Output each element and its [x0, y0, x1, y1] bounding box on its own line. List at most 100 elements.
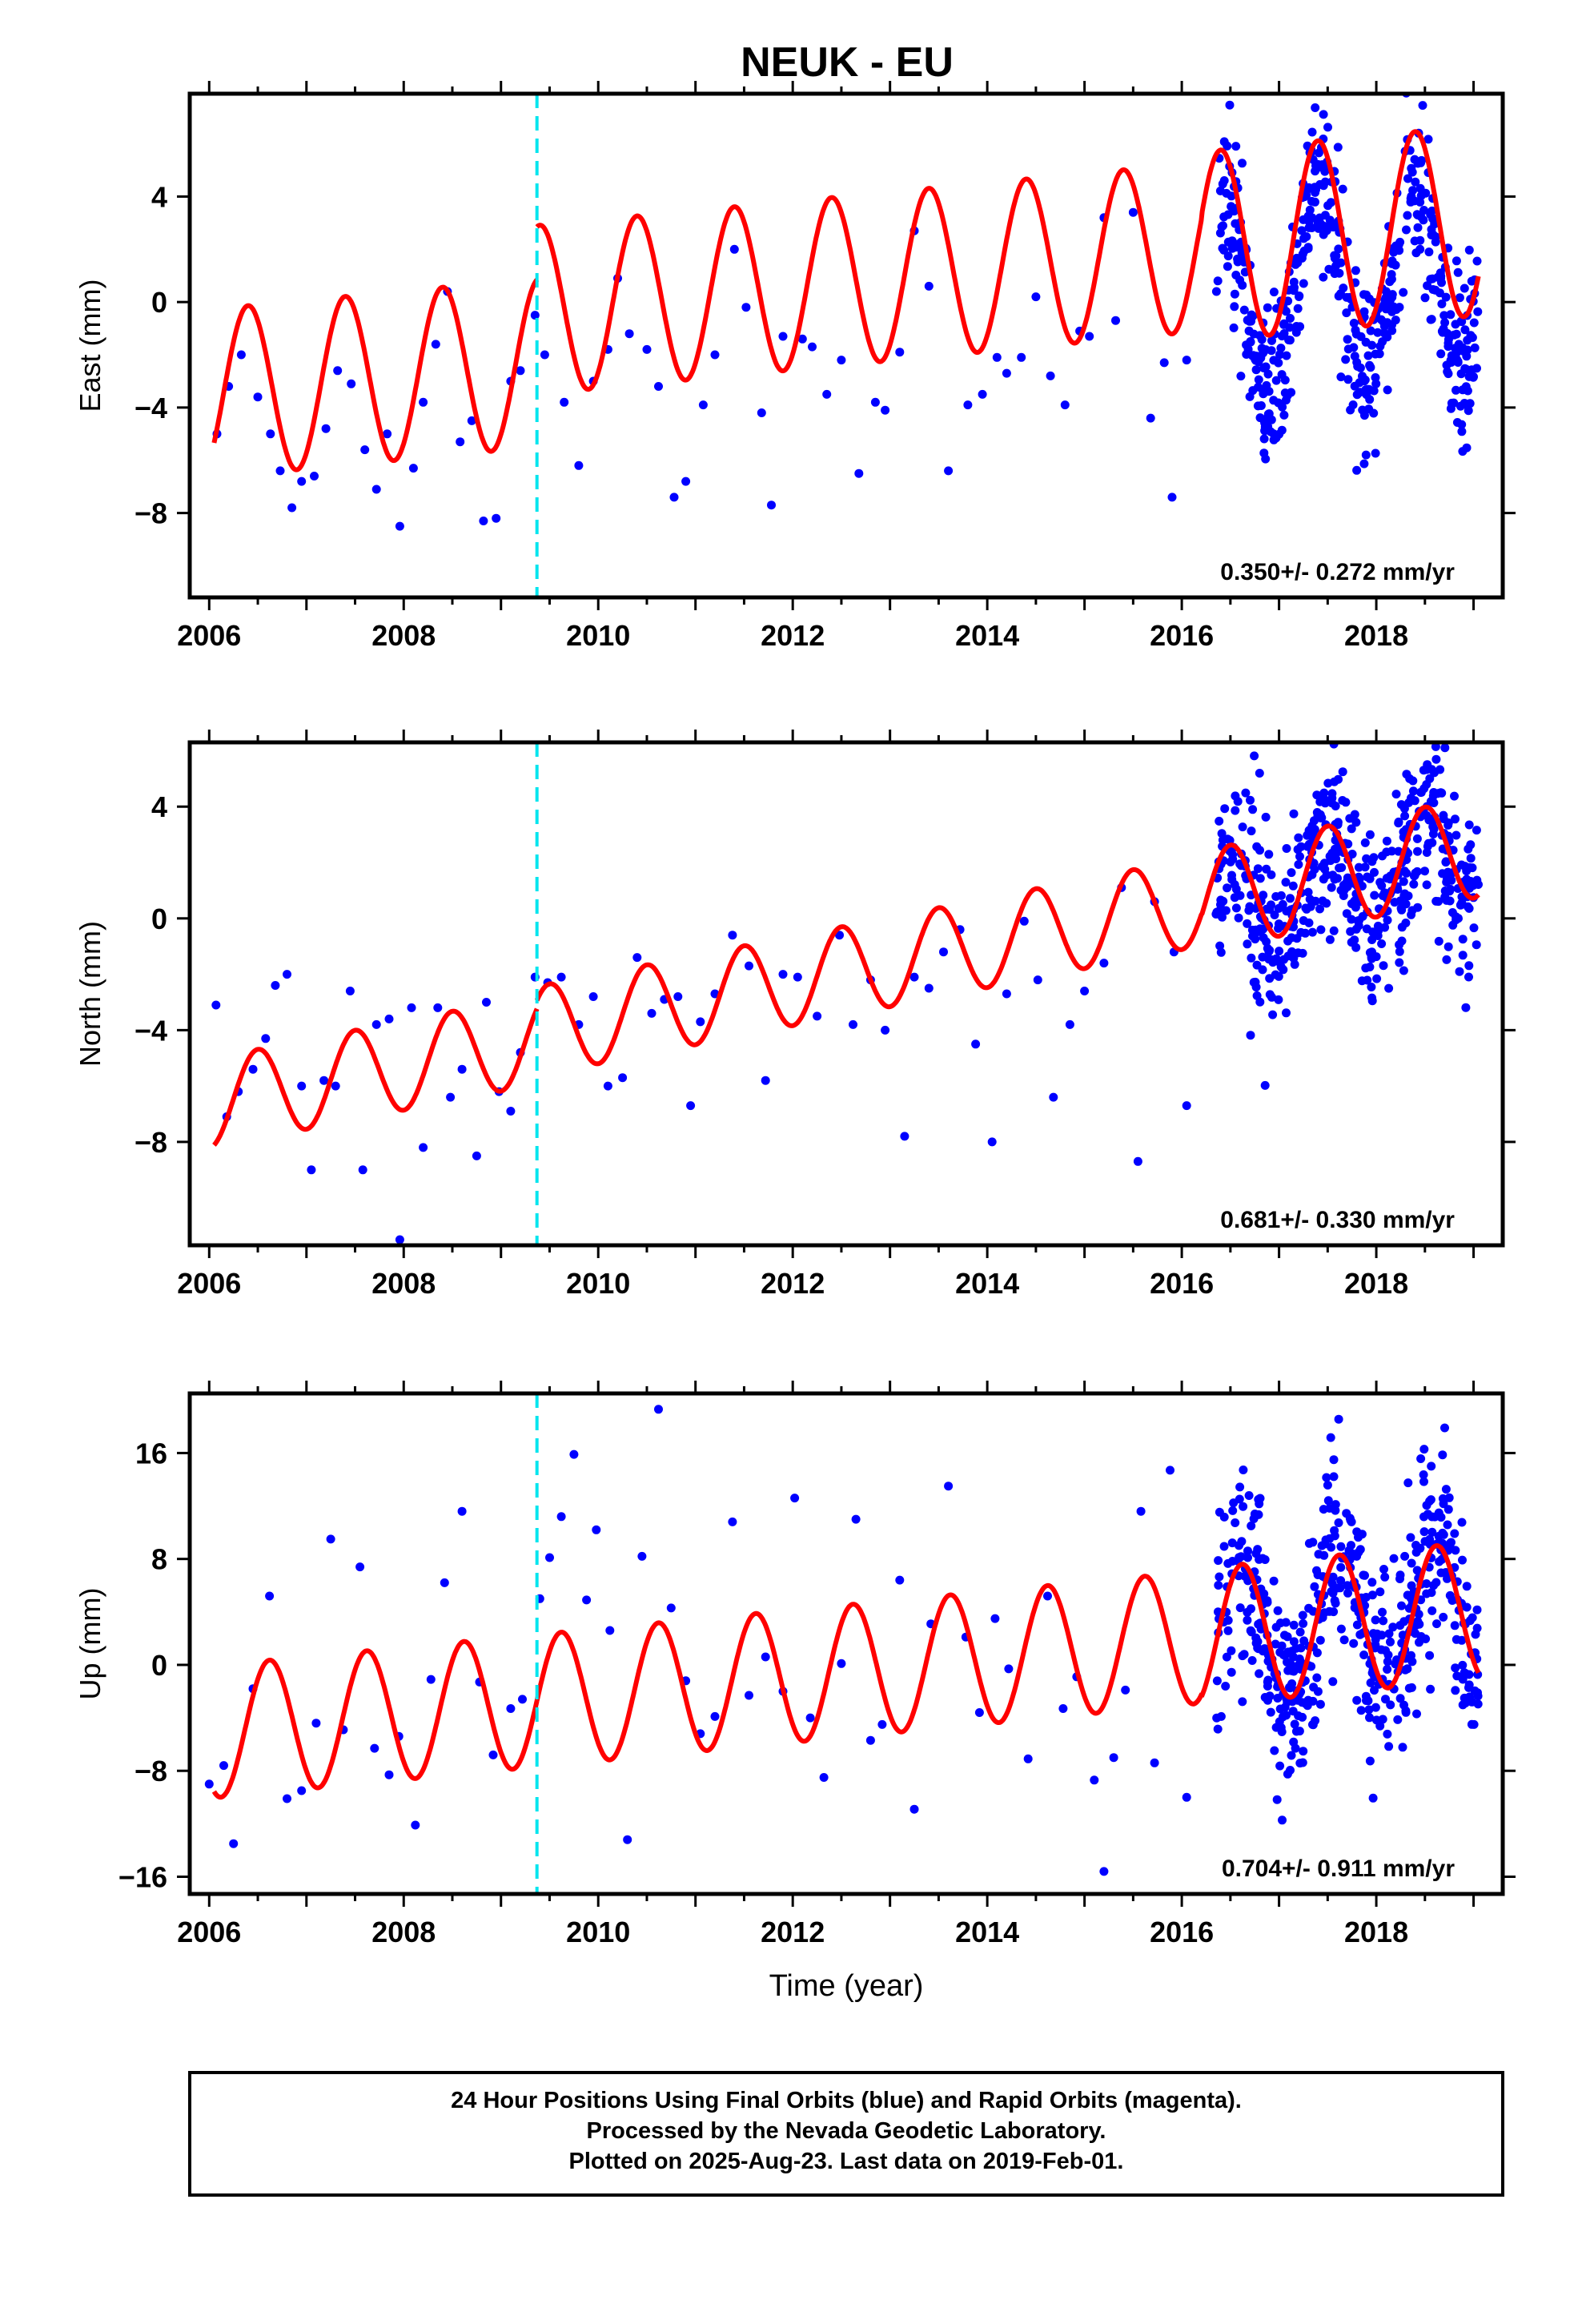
data-point	[1289, 809, 1299, 818]
data-point	[1263, 303, 1272, 312]
data-point	[1387, 256, 1397, 266]
data-point	[1359, 307, 1369, 316]
data-point	[1366, 1678, 1375, 1687]
data-point	[1287, 1751, 1296, 1760]
y-tick-label: 0	[151, 1649, 167, 1682]
data-point	[1391, 316, 1400, 325]
footer-box	[188, 2071, 1504, 2197]
data-point	[1419, 1527, 1429, 1537]
data-point	[545, 1553, 554, 1562]
data-point	[1330, 1531, 1339, 1541]
data-point	[1449, 330, 1459, 340]
data-point	[1407, 1558, 1416, 1568]
data-point	[1282, 351, 1291, 360]
y-tick-label: −8	[135, 497, 167, 530]
data-point	[1269, 287, 1279, 297]
panel-east: 2006 2008 2010 2012 2014 2016 2018 4 0 −4 −8 East (…	[74, 81, 1516, 652]
data-point	[1413, 846, 1422, 856]
data-point	[1150, 1758, 1159, 1767]
data-point	[1215, 816, 1224, 826]
data-point	[1464, 245, 1474, 255]
data-point	[837, 356, 846, 365]
data-point	[1315, 810, 1325, 819]
data-point	[211, 1000, 221, 1010]
data-point	[1411, 1629, 1420, 1638]
data-point	[1279, 410, 1289, 420]
data-point	[1307, 223, 1316, 232]
data-point	[1439, 1612, 1448, 1622]
data-point	[939, 947, 948, 957]
data-point	[1274, 995, 1283, 1004]
data-point	[1330, 251, 1339, 260]
data-point	[1282, 1008, 1291, 1018]
data-point	[345, 987, 355, 995]
data-point	[1233, 797, 1243, 806]
data-point	[1438, 1450, 1447, 1460]
data-point	[1251, 365, 1261, 375]
data-point	[1425, 1651, 1435, 1660]
data-point	[472, 1151, 481, 1160]
data-point	[1430, 768, 1439, 778]
y-tick-label: 8	[151, 1543, 167, 1576]
data-point	[623, 1835, 632, 1844]
data-point	[1434, 936, 1443, 946]
x-tick-label: 2006	[177, 1267, 241, 1300]
data-point	[556, 972, 566, 982]
data-point	[1336, 1542, 1346, 1551]
y-tick-label: −4	[135, 392, 167, 424]
data-point	[261, 1034, 271, 1043]
data-point	[900, 1132, 909, 1141]
data-point	[642, 344, 652, 354]
data-point	[1295, 1759, 1305, 1768]
data-point	[383, 429, 392, 439]
data-point	[1407, 1683, 1416, 1692]
data-point	[1416, 787, 1425, 797]
data-point	[1452, 348, 1461, 358]
data-point	[1279, 329, 1289, 338]
data-point	[1377, 881, 1387, 891]
data-point	[1223, 237, 1233, 247]
data-point	[1415, 235, 1425, 245]
data-point	[1446, 404, 1456, 413]
data-point	[1287, 868, 1296, 878]
data-point	[1243, 1615, 1252, 1625]
data-point	[1443, 1505, 1453, 1514]
data-point	[909, 972, 919, 982]
data-point	[1031, 292, 1041, 302]
data-point	[1264, 850, 1274, 859]
data-point	[1244, 1491, 1254, 1500]
data-point	[1437, 788, 1447, 798]
data-point	[1351, 329, 1361, 339]
data-point	[1402, 868, 1411, 878]
data-point	[1213, 276, 1223, 286]
data-point	[1383, 1657, 1392, 1667]
data-point	[1243, 919, 1252, 928]
data-point	[1136, 1506, 1146, 1516]
data-point	[1347, 824, 1356, 834]
data-point	[1425, 774, 1435, 783]
data-point	[1293, 845, 1303, 854]
data-point	[1310, 1582, 1319, 1591]
data-point	[1380, 1572, 1390, 1582]
data-point	[1410, 196, 1419, 206]
data-point	[1423, 1510, 1432, 1519]
data-point	[1065, 1019, 1074, 1029]
data-point	[1426, 797, 1435, 806]
x-tick-label: 2014	[955, 1267, 1019, 1300]
data-point	[854, 468, 864, 478]
data-point	[971, 1039, 981, 1049]
data-point	[1243, 1553, 1252, 1562]
data-point	[1457, 1635, 1467, 1645]
data-point	[1245, 392, 1255, 401]
data-point	[1220, 804, 1230, 814]
data-point	[1352, 1695, 1362, 1705]
plot-marks	[211, 742, 1483, 1244]
data-point	[1399, 287, 1408, 297]
data-point	[1413, 211, 1423, 219]
data-point	[1263, 1675, 1273, 1685]
data-point	[1373, 921, 1383, 931]
data-point	[1320, 167, 1330, 176]
data-point	[1411, 1547, 1421, 1557]
data-point	[1159, 358, 1169, 368]
data-point	[1420, 293, 1430, 303]
